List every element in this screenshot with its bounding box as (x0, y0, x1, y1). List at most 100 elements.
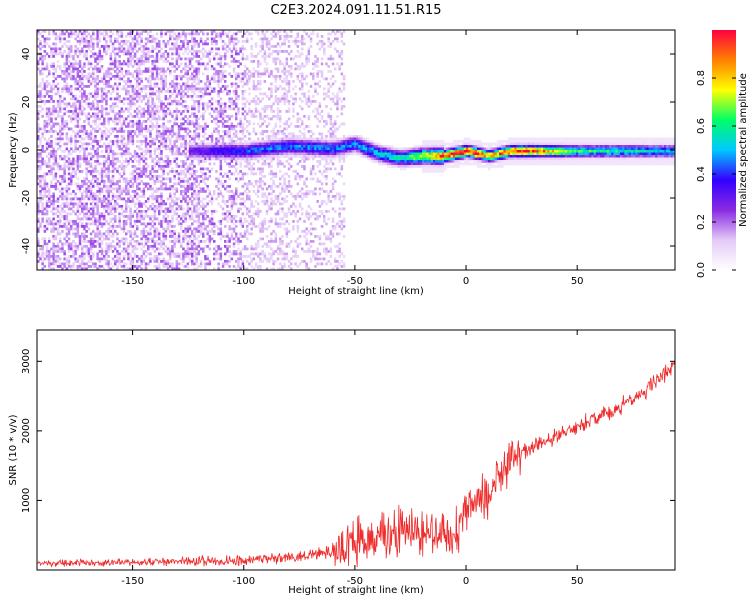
heatmap-cell (100, 132, 104, 136)
heatmap-cell (177, 182, 181, 186)
heatmap-cell (96, 150, 99, 153)
heatmap-cell (92, 222, 95, 226)
heatmap-cell (202, 55, 205, 58)
heatmap-cell (89, 242, 93, 246)
heatmap-cell (118, 172, 121, 176)
heatmap-cell (224, 172, 227, 176)
heatmap-cell (235, 167, 238, 171)
heatmap-cell (188, 62, 192, 66)
heatmap-cell (76, 247, 80, 251)
heatmap-cell (61, 107, 64, 111)
heatmap-cell (125, 262, 128, 266)
heatmap-cell (241, 122, 245, 126)
heatmap-cell (147, 237, 150, 241)
heatmap-cell (50, 55, 53, 58)
heatmap-cell (147, 60, 150, 63)
heatmap-cell (96, 70, 99, 73)
heatmap-cell (125, 82, 128, 86)
heatmap-cell (213, 152, 216, 156)
heatmap-cell (83, 237, 86, 241)
heatmap-cell (59, 167, 62, 171)
heatmap-cell (221, 200, 225, 203)
heatmap-cell (56, 147, 60, 151)
heatmap-cell (206, 145, 209, 148)
heatmap-cell (243, 90, 247, 93)
heatmap-cell (85, 77, 88, 81)
heatmap-cell (195, 152, 198, 156)
heatmap-cell (142, 167, 146, 171)
heatmap-cell (70, 105, 73, 108)
heatmap-cell (158, 175, 161, 178)
heatmap-cell (120, 45, 124, 48)
heatmap-cell (210, 87, 214, 91)
heatmap-cell (109, 37, 113, 41)
heatmap-cell (87, 187, 91, 191)
heatmap-cell (109, 77, 113, 81)
heatmap-cell (153, 110, 157, 113)
heatmap-cell (138, 127, 141, 131)
heatmap-cell (125, 187, 128, 191)
heatmap-cell (217, 75, 220, 78)
heatmap-cell (52, 150, 55, 153)
heatmap-cell (45, 75, 49, 78)
heatmap-cell (193, 145, 196, 148)
heatmap-cell (226, 157, 229, 161)
heatmap-cell (142, 62, 146, 66)
heatmap-cell (252, 150, 256, 153)
heatmap-cell (204, 147, 207, 151)
heatmap-cell (125, 232, 128, 236)
heatmap-cell (122, 215, 126, 218)
heatmap-cell (105, 85, 108, 88)
heatmap-cell (158, 147, 161, 151)
heatmap-cell (67, 167, 71, 171)
heatmap-cell (197, 182, 201, 186)
heatmap-cell (241, 222, 245, 226)
heatmap-cell (127, 160, 130, 163)
heatmap-cell (230, 215, 234, 218)
heatmap-cell (164, 75, 168, 78)
heatmap-cell (120, 140, 124, 143)
heatmap-cell (175, 207, 179, 211)
heatmap-cell (114, 37, 117, 41)
heatmap-cell (160, 80, 163, 83)
heatmap-cell (213, 55, 216, 58)
heatmap-cell (246, 237, 249, 241)
heatmap-cell (133, 77, 137, 81)
heatmap-cell (78, 110, 82, 113)
heatmap-cell (173, 212, 176, 216)
heatmap-cell (48, 45, 51, 48)
heatmap-cell (217, 102, 220, 106)
heatmap-cell (125, 87, 128, 91)
heatmap-cell (111, 167, 115, 171)
heatmap-cell (241, 112, 245, 116)
heatmap-cell (103, 195, 106, 198)
heatmap-cell (215, 225, 218, 228)
heatmap-cell (103, 82, 106, 86)
heatmap-cell (186, 157, 190, 161)
heatmap-cell (50, 155, 53, 158)
heatmap-cell (81, 47, 84, 51)
heatmap-cell (221, 102, 225, 106)
heatmap-cell (199, 30, 203, 33)
heatmap-cell (45, 62, 49, 66)
heatmap-cell (169, 205, 172, 208)
heatmap-cell (151, 105, 154, 108)
heatmap-cell (52, 245, 55, 248)
heatmap-cell (193, 242, 196, 246)
heatmap-cell (78, 75, 82, 78)
heatmap-cell (237, 150, 240, 153)
heatmap-cell (248, 140, 251, 143)
heatmap-cell (158, 97, 161, 101)
heatmap-cell (65, 185, 69, 188)
heatmap-cell (173, 87, 176, 91)
heatmap-cell (59, 165, 62, 168)
heatmap-cell (241, 107, 245, 111)
heatmap-cell (180, 110, 183, 113)
heatmap-cell (186, 212, 190, 216)
heatmap-cell (162, 67, 165, 71)
heatmap-cell (166, 30, 170, 33)
heatmap-cell (59, 95, 62, 98)
heatmap-cell (195, 32, 198, 36)
heatmap-cell (136, 220, 139, 223)
heatmap-cell (59, 100, 62, 103)
